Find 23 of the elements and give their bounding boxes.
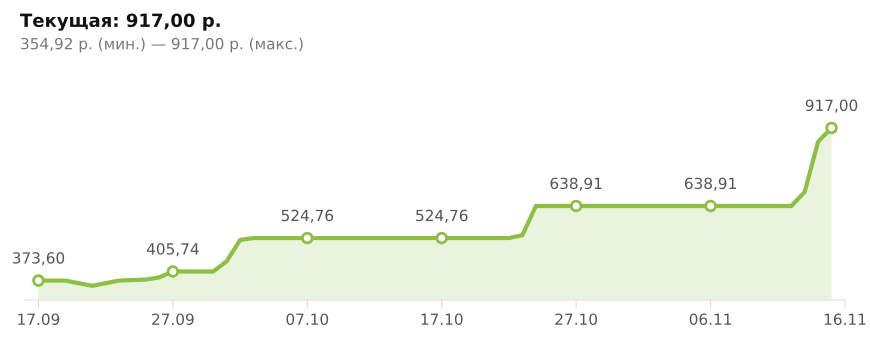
x-tick-label: 17.10 xyxy=(422,313,463,326)
data-label: 524,76 xyxy=(416,210,468,223)
x-tick-label: 06.11 xyxy=(690,313,732,326)
x-tick-label: 17.09 xyxy=(18,313,60,326)
data-label: 917,00 xyxy=(806,99,858,113)
point xyxy=(166,265,180,278)
point xyxy=(435,232,448,244)
data-label: 405,74 xyxy=(146,243,199,256)
point xyxy=(301,232,314,244)
x-tick-label: 16.11 xyxy=(824,313,866,326)
point xyxy=(32,274,45,287)
chart-subtitle: 354,92 р. (мин.) — 917,00 р. (макс.) xyxy=(21,38,303,52)
point xyxy=(704,200,717,212)
data-label: 524,76 xyxy=(282,210,334,223)
chart-title: Текущая: 917,00 р. xyxy=(20,13,220,31)
x-tick-label: 27.10 xyxy=(555,313,597,326)
x-tick-label: 07.10 xyxy=(286,313,328,326)
data-label: 638,91 xyxy=(550,178,602,191)
data-label: 638,91 xyxy=(684,178,736,191)
point xyxy=(825,122,838,134)
x-tick-label: 27.09 xyxy=(152,313,194,326)
data-label: 373,60 xyxy=(12,252,64,266)
point xyxy=(570,200,582,212)
